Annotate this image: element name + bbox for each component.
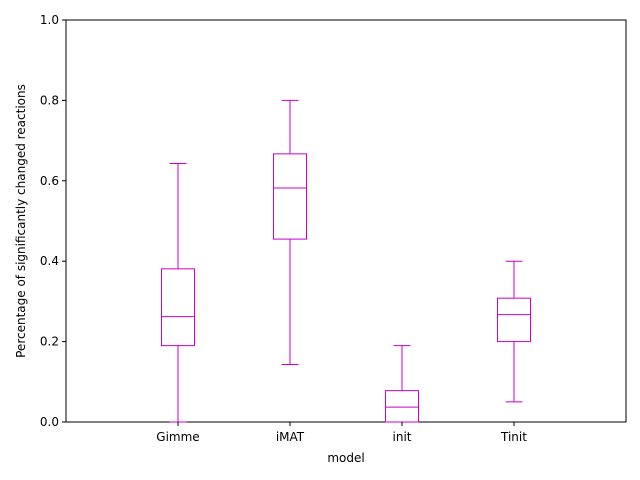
- x-tick-label: init: [393, 430, 412, 444]
- y-axis-label: Percentage of significantly changed reac…: [14, 84, 28, 358]
- box-Gimme: [161, 163, 195, 423]
- box-Tinit: [497, 260, 531, 403]
- x-tick-label: Tinit: [500, 430, 527, 444]
- y-tick-label: 0.6: [40, 174, 59, 188]
- box-iqr: [385, 390, 419, 423]
- x-tick-label: Gimme: [156, 430, 199, 444]
- plot-area: [65, 19, 627, 423]
- y-tick-label: 0.4: [40, 254, 59, 268]
- box-iqr: [161, 268, 195, 347]
- y-tick-label: 1.0: [40, 13, 59, 27]
- y-tick-label: 0.0: [40, 415, 59, 429]
- y-tick-label: 0.2: [40, 335, 59, 349]
- x-axis-label: model: [327, 451, 364, 465]
- box-iqr: [497, 297, 531, 343]
- x-tick-label: iMAT: [276, 430, 305, 444]
- box-init: [385, 345, 419, 423]
- box-iMAT: [273, 99, 307, 366]
- box-iqr: [273, 153, 307, 240]
- y-tick-label: 0.8: [40, 93, 59, 107]
